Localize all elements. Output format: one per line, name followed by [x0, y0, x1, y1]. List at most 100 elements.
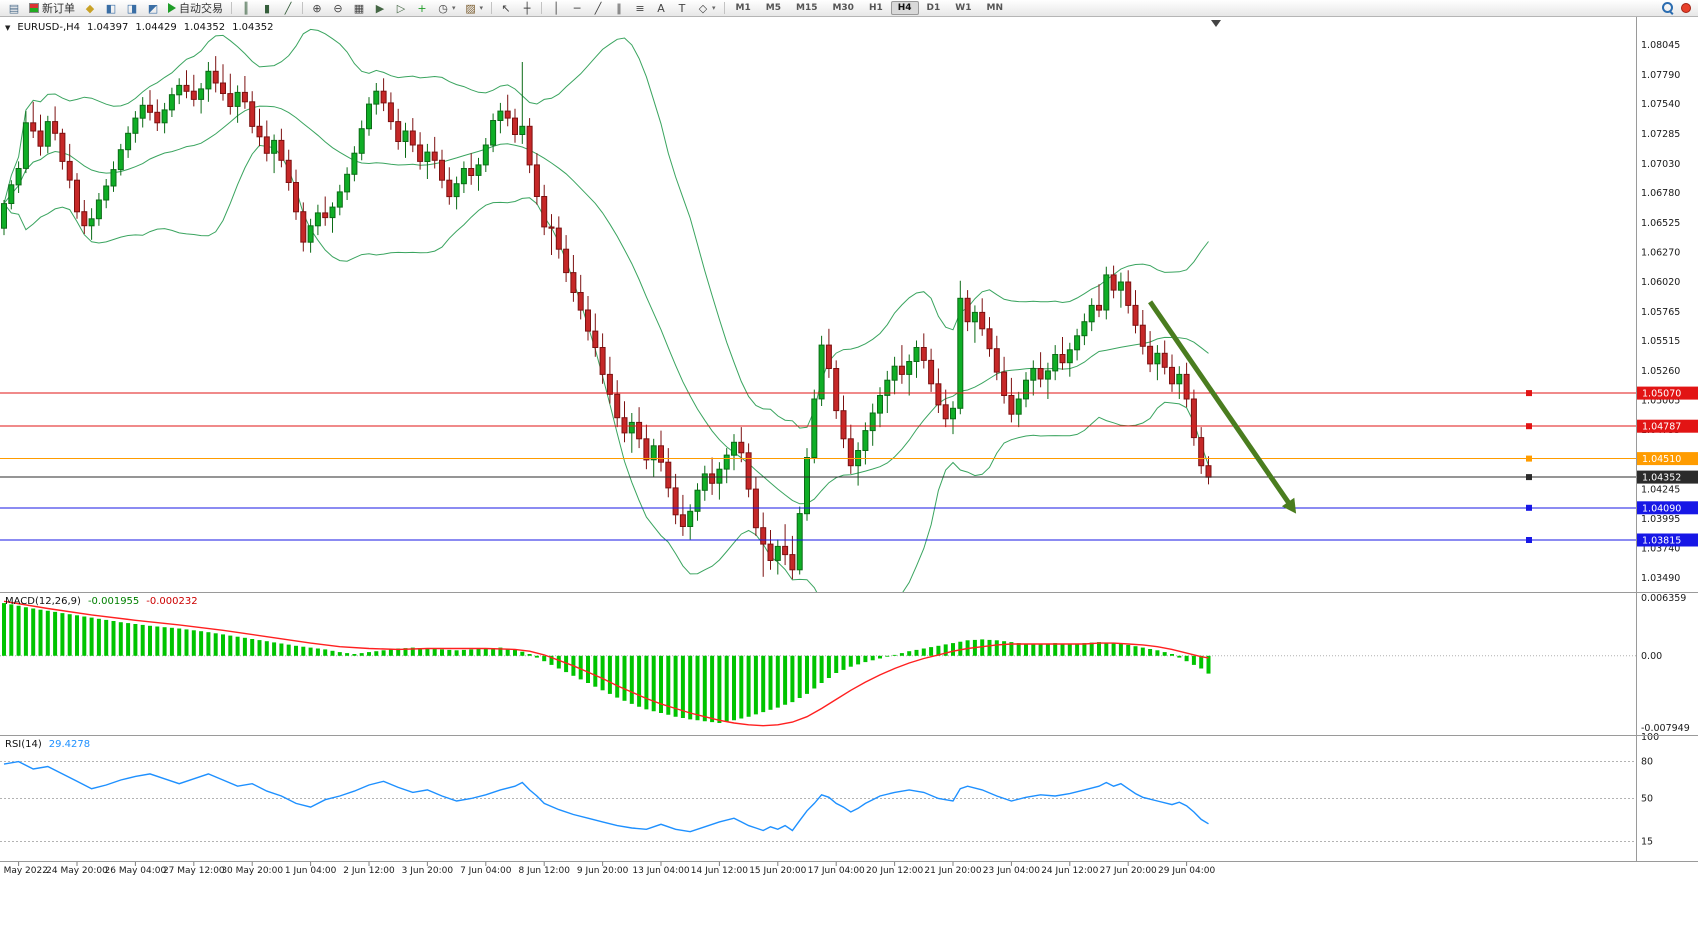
zoom-out-icon[interactable]: ⊖ — [328, 1, 348, 16]
svg-text:15 Jun 20:00: 15 Jun 20:00 — [749, 866, 806, 876]
navigator-icon[interactable]: ◩ — [143, 1, 163, 16]
trendline-glyph-icon: ╱ — [594, 1, 602, 15]
market-watch-icon[interactable]: ◧ — [101, 1, 121, 16]
price-line-handle[interactable] — [1526, 474, 1532, 481]
toolbar: ▤ 新订单 ◆ ◧ ◨ ◩ 自动交易 ║ ▮ ╱ ⊕ ⊖ ▦ ▶ ▷ + ◷ ▾ ▨ ▾ ↖ ┼ │ ─ ╱ ∥ ≡ A T ◇ ▾ M1 M5… — [0, 0, 1698, 17]
new-order-button[interactable]: 新订单 — [25, 1, 79, 16]
svg-text:1.05515: 1.05515 — [1641, 336, 1680, 347]
svg-text:29 Jun 04:00: 29 Jun 04:00 — [1158, 866, 1215, 876]
price-tag-1.05070: 1.05070 — [1637, 386, 1698, 400]
price-line-handle[interactable] — [1526, 423, 1532, 430]
svg-text:9 Jun 20:00: 9 Jun 20:00 — [577, 866, 629, 876]
svg-text:30 May 20:00: 30 May 20:00 — [221, 866, 283, 876]
svg-text:8 Jun 12:00: 8 Jun 12:00 — [518, 866, 570, 876]
tile-windows-icon[interactable]: ▦ — [349, 1, 369, 16]
chart-dropdown-icon[interactable]: ▼ — [5, 23, 11, 32]
text-label-icon[interactable]: T — [672, 1, 692, 16]
price-tags: 1.05070 1.04787 1.04510 1.04352 1.04090 1.038… — [1637, 386, 1698, 547]
trend-arrow[interactable] — [1148, 300, 1297, 514]
svg-text:1.08045: 1.08045 — [1641, 40, 1680, 51]
svg-text:23 May 2022: 23 May 2022 — [0, 866, 48, 876]
svg-text:3 Jun 20:00: 3 Jun 20:00 — [402, 866, 454, 876]
macd-signal-line — [3, 600, 1209, 727]
profiles-glyph-icon: ◆ — [85, 1, 95, 15]
timeframe-m30[interactable]: M30 — [832, 2, 854, 13]
templates-icon[interactable]: ▨ ▾ — [461, 1, 488, 16]
tile-windows-glyph-icon: ▦ — [353, 1, 365, 15]
svg-text:23 Jun 04:00: 23 Jun 04:00 — [983, 866, 1040, 876]
price-line-handle[interactable] — [1526, 537, 1532, 543]
new-chart-glyph-icon: ▤ — [8, 1, 20, 15]
text-icon[interactable]: A — [651, 1, 671, 16]
line-chart-mode-icon[interactable]: ╱ — [278, 1, 298, 16]
indicators-list-glyph-icon: + — [417, 1, 427, 15]
rsi-axis: 100 80 50 15 — [1641, 732, 1659, 848]
svg-text:2 Jun 12:00: 2 Jun 12:00 — [343, 866, 395, 876]
svg-text:21 Jun 20:00: 21 Jun 20:00 — [924, 866, 981, 876]
toolbar-separator — [491, 2, 493, 14]
trendline-icon[interactable]: ╱ — [588, 1, 608, 16]
candlestick-mode-glyph-icon: ▮ — [263, 1, 271, 15]
periods-icon[interactable]: ◷ ▾ — [433, 1, 460, 16]
bollinger-bands — [3, 28, 1209, 592]
periods-dropdown-icon: ▾ — [452, 3, 456, 12]
arrows-tool-icon[interactable]: ◇ ▾ — [693, 1, 720, 16]
timeframe-w1[interactable]: W1 — [955, 2, 972, 13]
new-order-icon — [29, 3, 39, 13]
autotrading-label: 自动交易 — [179, 2, 223, 15]
crosshair-icon[interactable]: ┼ — [517, 1, 537, 16]
notification-icon[interactable] — [1681, 3, 1691, 13]
horizontal-line-icon[interactable]: ─ — [567, 1, 587, 16]
data-window-icon[interactable]: ◨ — [122, 1, 142, 16]
svg-text:50: 50 — [1641, 794, 1653, 805]
timeframe-h4[interactable]: H4 — [890, 0, 919, 16]
svg-text:1.07540: 1.07540 — [1641, 99, 1680, 110]
svg-text:1.07790: 1.07790 — [1641, 70, 1680, 81]
macd-label: MACD(12,26,9) -0.001955 -0.000232 — [5, 596, 198, 607]
profiles-icon[interactable]: ◆ — [80, 1, 100, 16]
svg-text:80: 80 — [1641, 757, 1653, 768]
chart-shift-icon[interactable]: ▷ — [391, 1, 411, 16]
price-line-handle[interactable] — [1526, 455, 1532, 462]
svg-text:1.04787: 1.04787 — [1642, 422, 1681, 433]
svg-text:1.03995: 1.03995 — [1641, 514, 1680, 525]
search-icon[interactable] — [1662, 2, 1674, 14]
bar-chart-mode-icon[interactable]: ║ — [236, 1, 256, 16]
candlestick-mode-icon[interactable]: ▮ — [257, 1, 277, 16]
arrows-tool-glyph-icon: ◇ — [698, 1, 708, 15]
line-chart-mode-glyph-icon: ╱ — [284, 1, 292, 15]
rsi-value: 29.4278 — [48, 739, 91, 750]
ohlc-close: 1.04352 — [232, 22, 274, 33]
timeframe-h1[interactable]: H1 — [868, 2, 883, 13]
text-label-glyph-icon: T — [678, 1, 686, 15]
timeframe-m1[interactable]: M1 — [735, 2, 751, 13]
auto-scroll-icon[interactable]: ▶ — [370, 1, 390, 16]
equidistant-channel-icon[interactable]: ∥ — [609, 1, 629, 16]
timeframe-m5[interactable]: M5 — [765, 2, 781, 13]
svg-text:1.06270: 1.06270 — [1641, 248, 1680, 259]
zoom-in-icon[interactable]: ⊕ — [307, 1, 327, 16]
autotrading-button[interactable]: 自动交易 — [164, 1, 227, 16]
fibonacci-retracement-icon[interactable]: ≡ — [630, 1, 650, 16]
auto-scroll-glyph-icon: ▶ — [375, 1, 385, 15]
new-chart-icon[interactable]: ▤ — [4, 1, 24, 16]
chart-plot-area[interactable] — [0, 17, 1636, 592]
cursor-icon[interactable]: ↖ — [496, 1, 516, 16]
ohlc-open: 1.04397 — [87, 22, 129, 33]
svg-text:1.04352: 1.04352 — [1642, 473, 1681, 484]
indicators-list-icon[interactable]: + — [412, 1, 432, 16]
toolbar-separator — [302, 2, 303, 14]
timeframe-d1[interactable]: D1 — [926, 2, 941, 13]
price-line-handle[interactable] — [1526, 504, 1532, 511]
price-tag-1.03815: 1.03815 — [1637, 533, 1698, 547]
svg-text:27 May 12:00: 27 May 12:00 — [163, 866, 225, 876]
svg-text:1.05765: 1.05765 — [1641, 307, 1680, 318]
vertical-line-icon[interactable]: │ — [546, 1, 566, 16]
timeframe-mn[interactable]: MN — [986, 2, 1003, 13]
price-line-handle[interactable] — [1526, 390, 1532, 397]
svg-text:7 Jun 04:00: 7 Jun 04:00 — [460, 866, 512, 876]
timeframe-m15[interactable]: M15 — [795, 2, 818, 13]
templates-dropdown-icon: ▾ — [479, 3, 484, 12]
